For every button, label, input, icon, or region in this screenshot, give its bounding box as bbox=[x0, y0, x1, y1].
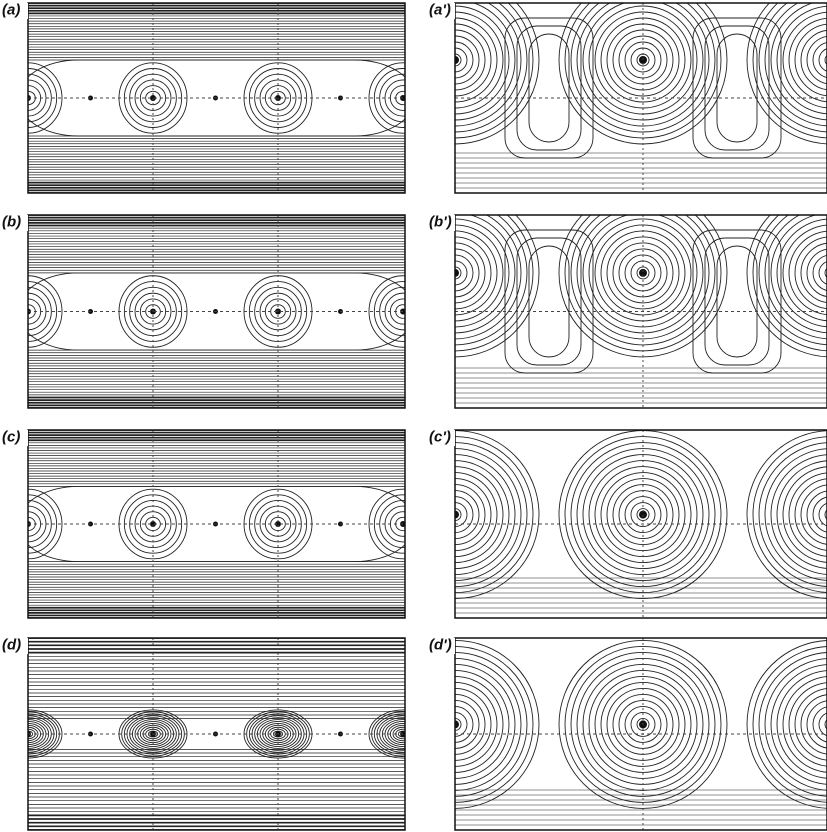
vortex-contour bbox=[819, 503, 827, 527]
cell-contour bbox=[517, 26, 581, 150]
panel bbox=[0, 638, 437, 830]
vortex-contour bbox=[783, 467, 827, 563]
panel-label: (b') bbox=[429, 213, 452, 230]
panel-label: (c) bbox=[2, 428, 20, 445]
cell-contour bbox=[717, 246, 757, 357]
cell-contour bbox=[705, 238, 769, 365]
vortex-contour bbox=[801, 30, 827, 90]
panel bbox=[371, 430, 827, 618]
vortex-contour bbox=[801, 243, 827, 303]
panel-label: (c') bbox=[429, 428, 451, 445]
vortex-contour bbox=[819, 261, 827, 285]
panel-label: (d') bbox=[429, 636, 452, 653]
panel-label: (d) bbox=[2, 636, 21, 653]
panel-label: (a') bbox=[429, 1, 451, 18]
vortex-contour bbox=[783, 225, 827, 321]
vortex-contour bbox=[759, 443, 827, 587]
cell-contour bbox=[529, 246, 569, 357]
panel bbox=[0, 430, 437, 618]
vortex-contour bbox=[819, 48, 827, 72]
vortex-contour bbox=[783, 676, 827, 772]
cell-contour bbox=[529, 34, 569, 142]
vortex-contour bbox=[819, 712, 827, 736]
vortex-contour bbox=[795, 24, 827, 96]
vortex-contour bbox=[753, 437, 827, 593]
vortex-contour bbox=[801, 694, 827, 754]
panel bbox=[371, 638, 827, 830]
cell-contour bbox=[717, 34, 757, 142]
cell-contour bbox=[705, 26, 769, 150]
vortex-contour bbox=[783, 12, 827, 108]
vortex-contour bbox=[801, 485, 827, 545]
vortex-contour bbox=[753, 646, 827, 802]
vortex-contour bbox=[795, 237, 827, 309]
vortex-contour bbox=[759, 652, 827, 796]
figure: (a) (a') (b) (b') (c) (c') (d) (d') bbox=[0, 0, 827, 832]
vortex-contour bbox=[753, 195, 827, 351]
vortex-contour bbox=[795, 479, 827, 551]
panel-label: (b) bbox=[2, 213, 21, 230]
panel bbox=[371, 0, 827, 193]
panel-label: (a) bbox=[2, 1, 20, 18]
vortex-contour bbox=[795, 688, 827, 760]
panel bbox=[0, 215, 437, 408]
cell-contour bbox=[517, 238, 581, 365]
panel bbox=[0, 3, 437, 193]
